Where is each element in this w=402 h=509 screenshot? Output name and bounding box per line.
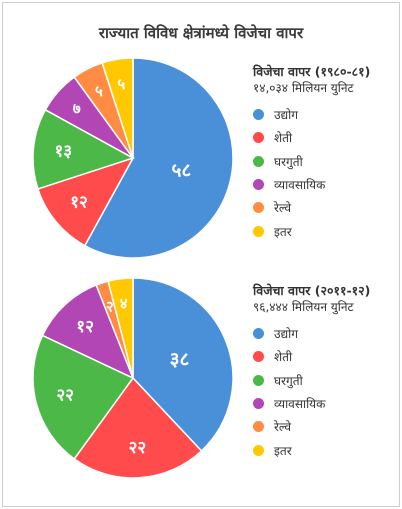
legend-item-commercial: व्यावसायिक	[253, 392, 325, 415]
data-label-railway: २	[106, 298, 114, 316]
data-label-commercial: ७	[73, 99, 81, 117]
legend-marker-domestic	[253, 374, 264, 386]
legend-marker-agriculture	[253, 132, 264, 144]
legend-marker-commercial	[253, 179, 264, 191]
legend-label-railway: रेल्वे	[274, 420, 291, 435]
pie-slice-other	[101, 57, 134, 159]
data-label-industry: ५८	[172, 159, 192, 181]
pie-slice-commercial	[41, 284, 135, 380]
pie-title-1980: विजेचा वापर (१९८०-८१)	[253, 64, 371, 79]
data-label-railway: ५	[95, 82, 103, 100]
legend-label-industry: उद्योग	[274, 108, 299, 123]
legend-label-commercial: व्यावसायिक	[274, 178, 326, 193]
legend-marker-other	[253, 444, 264, 456]
legend-item-agriculture: शेती	[253, 126, 325, 149]
pie-slice-other	[107, 277, 134, 379]
legend-marker-agriculture	[253, 351, 264, 363]
pie-subtitle-1980: १४,०३४ मिलियन युनिट	[253, 81, 354, 95]
legend-label-other: इतर	[274, 224, 292, 239]
legend-label-agriculture: शेती	[274, 131, 293, 146]
legend-label-commercial: व्यावसायिक	[274, 397, 326, 412]
data-label-industry: ३८	[170, 349, 190, 371]
legend-1980: उद्योग शेती घरगुती व्यावसायिक रेल्वे इतर	[253, 103, 325, 243]
legend-label-domestic: घरगुती	[274, 154, 303, 169]
legend-marker-railway	[253, 202, 264, 214]
legend-label-agriculture: शेती	[274, 350, 293, 365]
legend-item-industry: उद्योग	[253, 322, 325, 345]
data-label-domestic: २२	[56, 385, 74, 405]
legend-label-domestic: घरगुती	[274, 373, 303, 388]
chart-title: राज्यात विविध क्षेत्रांमध्ये विजेचा वापर	[98, 24, 304, 42]
legend-item-domestic: घरगुती	[253, 150, 325, 173]
data-label-commercial: १२	[76, 317, 94, 337]
legend-marker-industry	[253, 109, 264, 121]
pie-slice-domestic	[32, 108, 135, 190]
legend-item-industry: उद्योग	[253, 103, 325, 126]
legend-marker-railway	[253, 421, 264, 433]
pie-slice-agriculture	[36, 156, 135, 247]
legend-marker-domestic	[253, 155, 264, 167]
legend-label-other: इतर	[274, 443, 292, 458]
legend-item-railway: रेल्वे	[253, 415, 325, 438]
legend-item-commercial: व्यावसायिक	[253, 173, 325, 196]
legend-label-railway: रेल्वे	[274, 201, 291, 216]
pie-subtitle-2011: ९६,४४४ मिलियन युनिट	[253, 300, 354, 314]
legend-item-domestic: घरगुती	[253, 369, 325, 392]
legend-marker-commercial	[253, 398, 264, 410]
legend-2011: उद्योग शेती घरगुती व्यावसायिक रेल्वे इतर	[253, 322, 325, 462]
pie-slice-industry	[132, 277, 234, 452]
pie-chart-2011: ३८ २२ २२ १२ २ ४	[32, 277, 234, 479]
legend-marker-industry	[253, 328, 264, 340]
legend-item-railway: रेल्वे	[253, 196, 325, 219]
data-label-agriculture: २२	[129, 438, 147, 458]
legend-marker-other	[253, 225, 264, 237]
data-label-domestic: १३	[54, 141, 72, 161]
legend-item-agriculture: शेती	[253, 345, 325, 368]
legend-item-other: इतर	[253, 219, 325, 242]
pie-title-2011: विजेचा वापर (२०११-१२)	[253, 283, 371, 298]
legend-item-other: इतर	[253, 438, 325, 461]
pie-slice-industry	[83, 57, 234, 259]
data-label-agriculture: १२	[70, 193, 88, 213]
pie-slice-agriculture	[73, 376, 203, 479]
legend-label-industry: उद्योग	[274, 327, 299, 342]
data-label-other: ५	[117, 75, 125, 93]
data-label-other: ४	[120, 295, 128, 313]
